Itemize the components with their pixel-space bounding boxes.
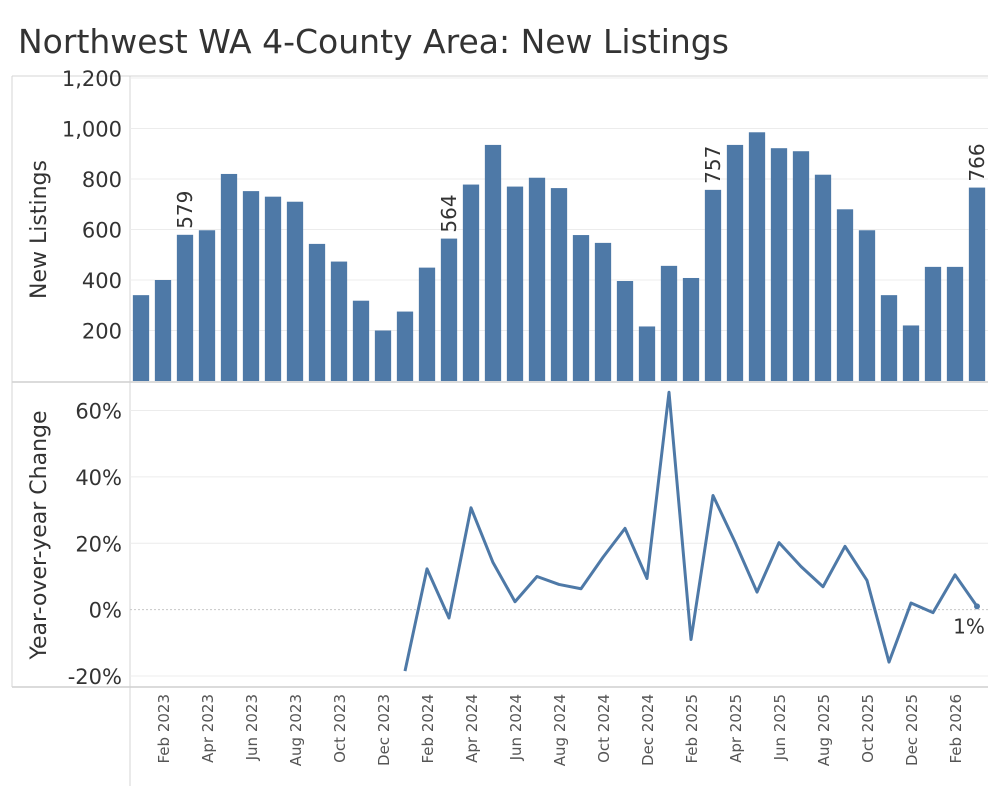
x-tick-label: Oct 2023: [331, 694, 349, 763]
bar: [440, 238, 458, 381]
bar: [374, 330, 392, 381]
chart-frame: [11, 75, 988, 786]
bar: [924, 266, 942, 381]
x-tick-label: Apr 2025: [727, 694, 745, 763]
bar: [616, 281, 634, 381]
x-tick-label: Feb 2025: [683, 694, 701, 764]
x-tick-label: Aug 2025: [815, 694, 833, 766]
bar: [484, 144, 502, 381]
x-tick-label: Aug 2023: [287, 694, 305, 766]
bar: [836, 209, 854, 381]
bar: [968, 187, 986, 381]
x-tick-label: Oct 2025: [859, 694, 877, 763]
x-tick-label: Apr 2023: [199, 694, 217, 763]
x-tick-label: Feb 2023: [155, 694, 173, 764]
bar: [770, 148, 788, 381]
x-tick-label: Dec 2023: [375, 694, 393, 766]
bar: [792, 151, 810, 381]
bar: [132, 295, 150, 381]
x-tick-label: Dec 2024: [639, 694, 657, 766]
yoy-point: [974, 603, 980, 610]
bar: [902, 325, 920, 381]
bar: [682, 277, 700, 381]
line-ytick-label: 0%: [89, 599, 122, 623]
x-tick-label: Oct 2024: [595, 694, 613, 763]
bar: [638, 326, 656, 381]
x-tick-label: Apr 2024: [463, 694, 481, 763]
line-ytick-label: 60%: [75, 400, 122, 424]
bar: [528, 177, 546, 381]
bar: [748, 132, 766, 381]
bar-ytick-label: 400: [82, 269, 122, 293]
bar: [286, 201, 304, 381]
bar: [330, 261, 348, 381]
bar: [594, 242, 612, 381]
bar: [660, 265, 678, 381]
bar: [198, 230, 216, 381]
bar: [704, 189, 722, 381]
yoy-y-axis-title: Year-over-year Change: [27, 410, 52, 660]
x-tick-label: Feb 2026: [947, 694, 965, 764]
bar: [572, 235, 590, 381]
yoy-panel: -20% 0% 20% 40% 60% 1% Year-over-year Change: [27, 390, 988, 689]
chart-title: Northwest WA 4-County Area: New Listings: [18, 22, 729, 61]
x-tick-label: Jun 2025: [771, 694, 789, 761]
bar: [352, 300, 370, 381]
x-tick-label: Dec 2025: [903, 694, 921, 766]
x-tick-label: Jun 2024: [507, 694, 525, 761]
bar: [814, 174, 832, 381]
bar: [220, 173, 238, 381]
line-ytick-label: 20%: [75, 532, 122, 556]
bar: [726, 144, 744, 381]
bar: [176, 234, 194, 381]
bar: [396, 311, 414, 381]
bar-data-label: 564: [437, 194, 461, 232]
x-tick-label: Jun 2023: [243, 694, 261, 761]
bar: [462, 184, 480, 381]
x-tick-label: Aug 2024: [551, 694, 569, 766]
x-axis: Feb 2023 Apr 2023 Jun 2023 Aug 2023 Oct 2023…: [155, 694, 965, 766]
bar: [946, 266, 964, 381]
bar: [308, 243, 326, 381]
yoy-line: [403, 390, 979, 672]
bar-data-label: 579: [173, 191, 197, 229]
bar-ytick-label: 600: [82, 219, 122, 243]
bar-y-axis-title: New Listings: [27, 160, 52, 299]
bar: [880, 295, 898, 381]
bar: [418, 267, 436, 381]
bar-ytick-label: 1,200: [62, 67, 122, 91]
bar-ytick-label: 800: [82, 168, 122, 192]
line-ytick-label: -20%: [68, 665, 122, 689]
bar: [550, 188, 568, 381]
line-ytick-label: 40%: [75, 466, 122, 490]
bar-ytick-label: 200: [82, 320, 122, 344]
bar: [264, 196, 282, 381]
bar: [154, 280, 172, 381]
bar-data-label: 766: [965, 143, 989, 181]
bar: [506, 186, 524, 381]
bar: [242, 191, 260, 381]
bar-ytick-label: 1,000: [62, 118, 122, 142]
bar-data-label: 757: [701, 146, 725, 184]
x-tick-label: Feb 2024: [419, 694, 437, 764]
bar-panel: 200 400 600 800 1,000 1,200 579 564 757 766 New Li…: [27, 67, 989, 381]
bar: [858, 230, 876, 381]
yoy-data-label: 1%: [953, 614, 985, 638]
